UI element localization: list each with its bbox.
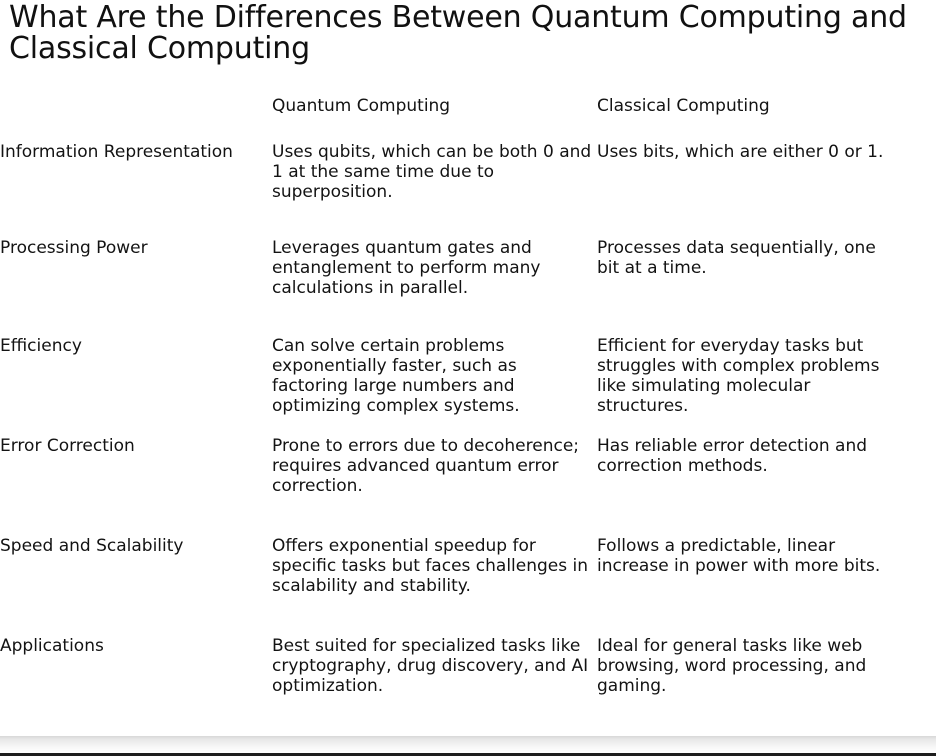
cell-text: Efficient for everyday tasks but struggl… bbox=[597, 336, 880, 416]
row-label-applications: Applications bbox=[0, 636, 104, 656]
column-header-classical-computing: Classical Computing bbox=[597, 96, 770, 116]
column-header-attribute bbox=[0, 96, 272, 142]
table-header: Quantum Computing Classical Computing bbox=[0, 96, 936, 142]
cell-text: Uses qubits, which can be both 0 and 1 a… bbox=[272, 142, 592, 202]
cell-text: Uses bits, which are either 0 or 1. bbox=[597, 142, 884, 162]
cell-text: Leverages quantum gates and entanglement… bbox=[272, 238, 541, 298]
table-row: Processing Power Leverages quantum gates… bbox=[0, 238, 936, 336]
cell-quantum-efficiency: Can solve certain problems exponentially… bbox=[272, 336, 597, 436]
cell-quantum-speed-and-scalability: Offers exponential speedup for specific … bbox=[272, 536, 597, 636]
cell-text: Has reliable error detection and correct… bbox=[597, 436, 868, 476]
cell-text: Follows a predictable, linear increase i… bbox=[597, 536, 881, 576]
comparison-table: Quantum Computing Classical Computing In… bbox=[0, 96, 936, 696]
cell-text: Best suited for specialized tasks like c… bbox=[272, 636, 589, 696]
cell-text: Processes data sequentially, one bit at … bbox=[597, 238, 876, 278]
column-header-quantum-computing: Quantum Computing bbox=[272, 96, 451, 116]
cell-quantum-information-representation: Uses qubits, which can be both 0 and 1 a… bbox=[272, 142, 597, 238]
cell-classical-processing-power: Processes data sequentially, one bit at … bbox=[597, 238, 936, 336]
cell-text: Offers exponential speedup for specific … bbox=[272, 536, 589, 596]
cell-text: Prone to errors due to decoherence; requ… bbox=[272, 436, 580, 496]
table-header-row: Quantum Computing Classical Computing bbox=[0, 96, 936, 142]
cell-text: Can solve certain problems exponentially… bbox=[272, 336, 520, 416]
table-row: Speed and Scalability Offers exponential… bbox=[0, 536, 936, 636]
row-label-processing-power: Processing Power bbox=[0, 238, 148, 258]
table-row: Information Representation Uses qubits, … bbox=[0, 142, 936, 238]
page-title: What Are the Differences Between Quantum… bbox=[9, 0, 907, 66]
horizontal-scrollbar[interactable] bbox=[0, 736, 936, 756]
cell-classical-applications: Ideal for general tasks like web browsin… bbox=[597, 636, 936, 696]
cell-classical-information-representation: Uses bits, which are either 0 or 1. bbox=[597, 142, 936, 238]
cell-quantum-applications: Best suited for specialized tasks like c… bbox=[272, 636, 597, 696]
table-row: Error Correction Prone to errors due to … bbox=[0, 436, 936, 536]
cell-classical-efficiency: Efficient for everyday tasks but struggl… bbox=[597, 336, 936, 436]
row-label-efficiency: Efficiency bbox=[0, 336, 82, 356]
row-label-information-representation: Information Representation bbox=[0, 142, 233, 162]
cell-classical-error-correction: Has reliable error detection and correct… bbox=[597, 436, 936, 536]
row-label-error-correction: Error Correction bbox=[0, 436, 135, 456]
cell-text: Ideal for general tasks like web browsin… bbox=[597, 636, 867, 696]
table-row: Applications Best suited for specialized… bbox=[0, 636, 936, 696]
table-row: Efficiency Can solve certain problems ex… bbox=[0, 336, 936, 436]
table-body: Information Representation Uses qubits, … bbox=[0, 142, 936, 696]
cell-quantum-processing-power: Leverages quantum gates and entanglement… bbox=[272, 238, 597, 336]
cell-quantum-error-correction: Prone to errors due to decoherence; requ… bbox=[272, 436, 597, 536]
row-label-speed-and-scalability: Speed and Scalability bbox=[0, 536, 184, 556]
cell-classical-speed-and-scalability: Follows a predictable, linear increase i… bbox=[597, 536, 936, 636]
